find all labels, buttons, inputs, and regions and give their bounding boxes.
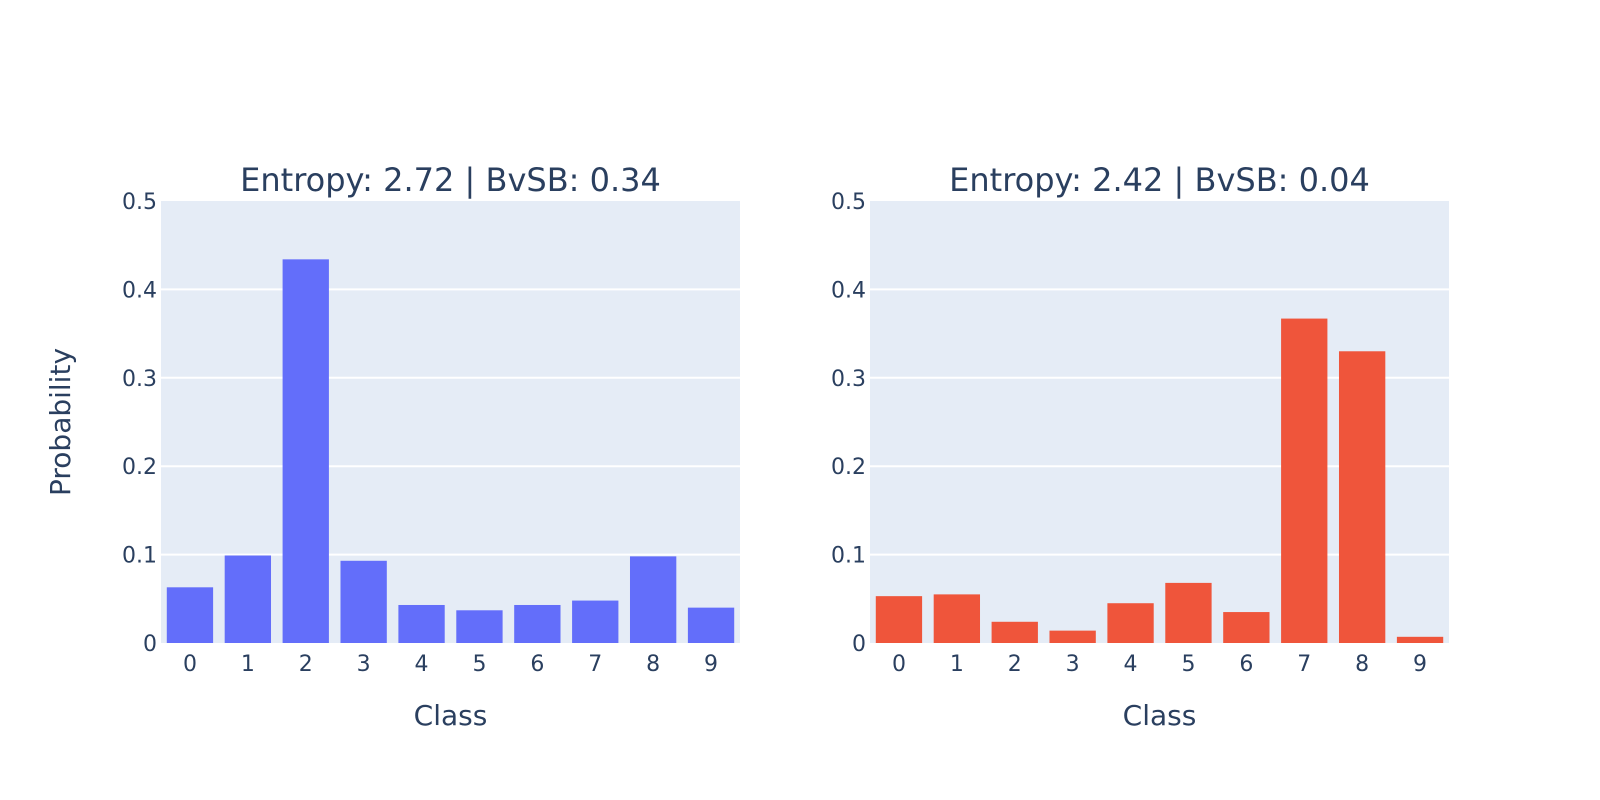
subplot-left: 0 0.1 0.2 0.3 0.4 0.5 0 1 2 3 4 5 6 7 8 9 Entropy: 2.7… <box>44 161 740 732</box>
bar-class-6 <box>1223 612 1270 643</box>
x-tick-label: 1 <box>950 652 964 677</box>
y-tick-label: 0.1 <box>831 544 866 569</box>
x-tick-label: 2 <box>299 652 313 677</box>
bar-class-8 <box>1338 351 1386 643</box>
x-tick-label: 4 <box>1124 652 1138 677</box>
y-tick-label: 0.3 <box>122 367 157 392</box>
bar-class-5 <box>1165 582 1212 643</box>
x-tick-label: 6 <box>530 652 544 677</box>
x-tick-label: 9 <box>1413 652 1427 677</box>
bar-class-2 <box>991 621 1038 643</box>
y-tick-label: 0.3 <box>831 367 866 392</box>
y-tick-label: 0.5 <box>831 190 866 215</box>
subplot-title-right: Entropy: 2.42 | BvSB: 0.04 <box>949 161 1370 199</box>
subplot-title-left: Entropy: 2.72 | BvSB: 0.34 <box>240 161 661 199</box>
x-tick-label: 4 <box>415 652 429 677</box>
x-tick-label: 6 <box>1239 652 1253 677</box>
bar-class-1 <box>933 594 981 643</box>
x-tick-label: 3 <box>1066 652 1080 677</box>
y-axis-title: Probability <box>44 348 77 496</box>
y-tick-labels-left: 0 0.1 0.2 0.3 0.4 0.5 <box>122 190 157 657</box>
bar-class-6 <box>514 604 561 643</box>
bar-class-2 <box>282 259 329 643</box>
bar-class-8 <box>629 556 677 643</box>
bar-class-5 <box>456 610 503 643</box>
x-tick-labels-right: 0 1 2 3 4 5 6 7 8 9 <box>892 652 1427 677</box>
y-tick-label: 0.1 <box>122 544 157 569</box>
x-tick-label: 2 <box>1008 652 1022 677</box>
x-tick-label: 0 <box>183 652 197 677</box>
x-tick-label: 8 <box>646 652 660 677</box>
x-tick-labels-left: 0 1 2 3 4 5 6 7 8 9 <box>183 652 718 677</box>
y-tick-label: 0 <box>143 632 157 657</box>
y-tick-label: 0.4 <box>831 278 866 303</box>
x-tick-label: 7 <box>588 652 602 677</box>
bar-class-3 <box>340 560 387 643</box>
y-tick-label: 0.2 <box>831 455 866 480</box>
bar-class-9 <box>687 607 735 643</box>
bar-class-7 <box>572 600 619 643</box>
x-tick-label: 5 <box>1181 652 1195 677</box>
bar-class-0 <box>166 587 214 643</box>
y-tick-labels-right: 0 0.1 0.2 0.3 0.4 0.5 <box>831 190 866 657</box>
x-tick-label: 7 <box>1297 652 1311 677</box>
bar-class-4 <box>1107 603 1154 643</box>
x-axis-title-right: Class <box>1123 699 1197 732</box>
bars-left <box>166 259 735 643</box>
bar-class-7 <box>1281 318 1328 643</box>
x-tick-label: 3 <box>357 652 371 677</box>
gridlines-left <box>161 288 740 556</box>
bar-class-3 <box>1049 630 1096 643</box>
x-tick-label: 1 <box>241 652 255 677</box>
y-tick-label: 0.5 <box>122 190 157 215</box>
y-tick-label: 0 <box>852 632 866 657</box>
subplot-right: 0 0.1 0.2 0.3 0.4 0.5 0 1 2 3 4 5 6 7 8 9 Entropy: 2.4… <box>831 161 1449 732</box>
bar-class-1 <box>224 555 272 643</box>
bar-class-9 <box>1396 636 1444 643</box>
bars-right <box>875 318 1444 643</box>
x-tick-label: 5 <box>472 652 486 677</box>
x-tick-label: 0 <box>892 652 906 677</box>
bar-class-4 <box>398 604 445 643</box>
y-tick-label: 0.4 <box>122 278 157 303</box>
y-tick-label: 0.2 <box>122 455 157 480</box>
bar-class-0 <box>875 596 923 643</box>
x-tick-label: 9 <box>704 652 718 677</box>
x-axis-title-left: Class <box>414 699 488 732</box>
x-tick-label: 8 <box>1355 652 1369 677</box>
